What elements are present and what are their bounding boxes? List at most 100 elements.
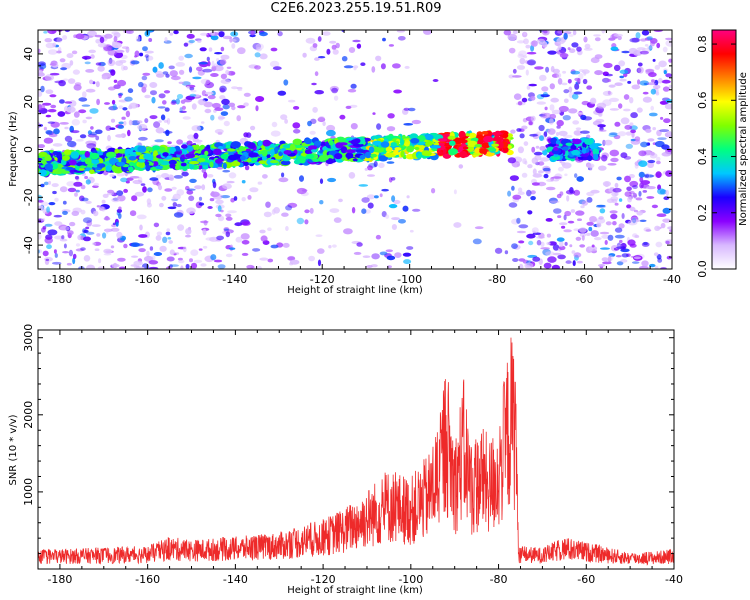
heatmap-cell bbox=[57, 164, 62, 170]
heatmap-cell bbox=[636, 47, 646, 51]
heatmap-cell bbox=[149, 115, 158, 120]
heatmap-cell bbox=[623, 156, 632, 160]
heatmap-cell bbox=[157, 184, 163, 191]
heatmap-cell bbox=[51, 261, 62, 265]
heatmap-cell bbox=[209, 161, 214, 168]
heatmap-cell bbox=[211, 60, 215, 68]
snr-y-axis-label: SNR (10 * v/v) bbox=[8, 414, 19, 485]
heatmap-cell bbox=[572, 260, 576, 267]
heatmap-cell bbox=[663, 118, 671, 124]
heatmap-cell bbox=[216, 58, 220, 62]
heatmap-cell bbox=[577, 218, 582, 221]
heatmap-cell bbox=[56, 37, 63, 43]
heatmap-cell bbox=[586, 85, 593, 90]
heatmap-cell bbox=[543, 173, 549, 179]
heatmap-cell bbox=[79, 134, 87, 139]
heatmap-cell bbox=[665, 37, 672, 41]
heatmap-cell bbox=[84, 157, 92, 165]
heatmap-cell bbox=[251, 157, 258, 161]
heatmap-cell bbox=[601, 30, 606, 34]
heatmap-cell bbox=[635, 32, 641, 39]
heatmap-cell bbox=[403, 142, 410, 147]
heatmap-cell bbox=[88, 49, 96, 54]
heatmap-cell bbox=[124, 30, 132, 34]
heatmap-cell bbox=[379, 251, 388, 256]
heatmap-cell bbox=[402, 252, 412, 257]
heatmap-cell bbox=[85, 226, 90, 230]
heatmap-cell bbox=[371, 66, 376, 73]
heatmap-cell bbox=[80, 184, 86, 190]
heatmap-cell bbox=[549, 83, 555, 90]
heatmap-cell bbox=[613, 64, 621, 72]
heatmap-cell bbox=[280, 160, 291, 166]
heatmap-cell bbox=[562, 70, 567, 74]
heatmap-cell bbox=[215, 213, 222, 218]
heatmap-cell bbox=[376, 123, 382, 130]
heatmap-cell bbox=[668, 84, 672, 89]
heatmap-cell bbox=[173, 30, 179, 34]
heatmap-cell bbox=[282, 242, 290, 248]
heatmap-cell bbox=[85, 179, 91, 185]
heatmap-cell bbox=[116, 173, 126, 177]
heatmap-cell bbox=[315, 234, 323, 237]
heatmap-cell bbox=[56, 151, 62, 159]
heatmap-cell bbox=[258, 160, 267, 165]
heatmap-cell bbox=[525, 69, 529, 76]
heatmap-cell bbox=[531, 146, 536, 153]
heatmap-cell bbox=[526, 85, 531, 90]
heatmap-cell bbox=[181, 81, 191, 86]
heatmap-cell bbox=[62, 200, 67, 205]
heatmap-cell bbox=[56, 50, 62, 54]
heatmap-cell bbox=[85, 116, 93, 120]
heatmap-cell bbox=[335, 42, 340, 49]
heatmap-cell bbox=[512, 258, 519, 262]
heatmap-cell bbox=[524, 160, 528, 165]
heatmap-cell bbox=[563, 214, 567, 221]
heatmap-cell bbox=[571, 250, 576, 254]
heatmap-cell bbox=[530, 190, 536, 195]
heatmap-cell bbox=[138, 161, 144, 168]
heatmap-cell bbox=[612, 221, 617, 226]
heatmap-cell bbox=[609, 97, 619, 102]
x-tick-label: -60 bbox=[577, 573, 595, 586]
heatmap-cell bbox=[243, 92, 251, 97]
heatmap-cell bbox=[348, 47, 356, 53]
heatmap-cell bbox=[612, 187, 622, 193]
heatmap-cell bbox=[474, 144, 483, 148]
heatmap-cell bbox=[385, 214, 390, 219]
heatmap-cell bbox=[153, 150, 158, 158]
heatmap-cell bbox=[627, 80, 632, 84]
heatmap-cell bbox=[85, 88, 96, 93]
heatmap-cell bbox=[200, 32, 208, 36]
heatmap-cell bbox=[138, 248, 146, 253]
heatmap-cell bbox=[186, 188, 196, 191]
heatmap-cell bbox=[528, 83, 537, 87]
heatmap-cell bbox=[42, 250, 49, 257]
heatmap-cell bbox=[474, 226, 484, 230]
heatmap-cell bbox=[656, 213, 667, 217]
heatmap-cell bbox=[588, 226, 593, 232]
heatmap-cell bbox=[536, 239, 542, 246]
y-tick-label: 0 bbox=[22, 146, 35, 153]
heatmap-cell bbox=[202, 228, 207, 236]
heatmap-cell bbox=[386, 255, 396, 261]
heatmap-cell bbox=[81, 55, 92, 60]
heatmap-cell bbox=[644, 173, 650, 179]
heatmap-cell bbox=[619, 69, 629, 75]
heatmap-cell bbox=[235, 236, 243, 243]
heatmap-cell bbox=[651, 79, 655, 83]
heatmap-cell bbox=[547, 256, 557, 263]
heatmap-cell bbox=[85, 69, 95, 73]
heatmap-cell bbox=[575, 127, 582, 131]
heatmap-cell bbox=[481, 142, 491, 149]
heatmap-cell bbox=[394, 147, 402, 151]
colorbar-ticks: 0.0 0.2 0.4 0.6 0.8 bbox=[696, 35, 736, 278]
heatmap-cell bbox=[270, 160, 279, 164]
heatmap-cell bbox=[97, 65, 105, 72]
heatmap-cell bbox=[543, 262, 552, 269]
heatmap-cell bbox=[536, 181, 547, 187]
heatmap-cell bbox=[581, 69, 590, 74]
heatmap-cell bbox=[174, 151, 181, 155]
x-tick-label: -120 bbox=[311, 573, 336, 586]
heatmap-cell bbox=[73, 111, 80, 118]
